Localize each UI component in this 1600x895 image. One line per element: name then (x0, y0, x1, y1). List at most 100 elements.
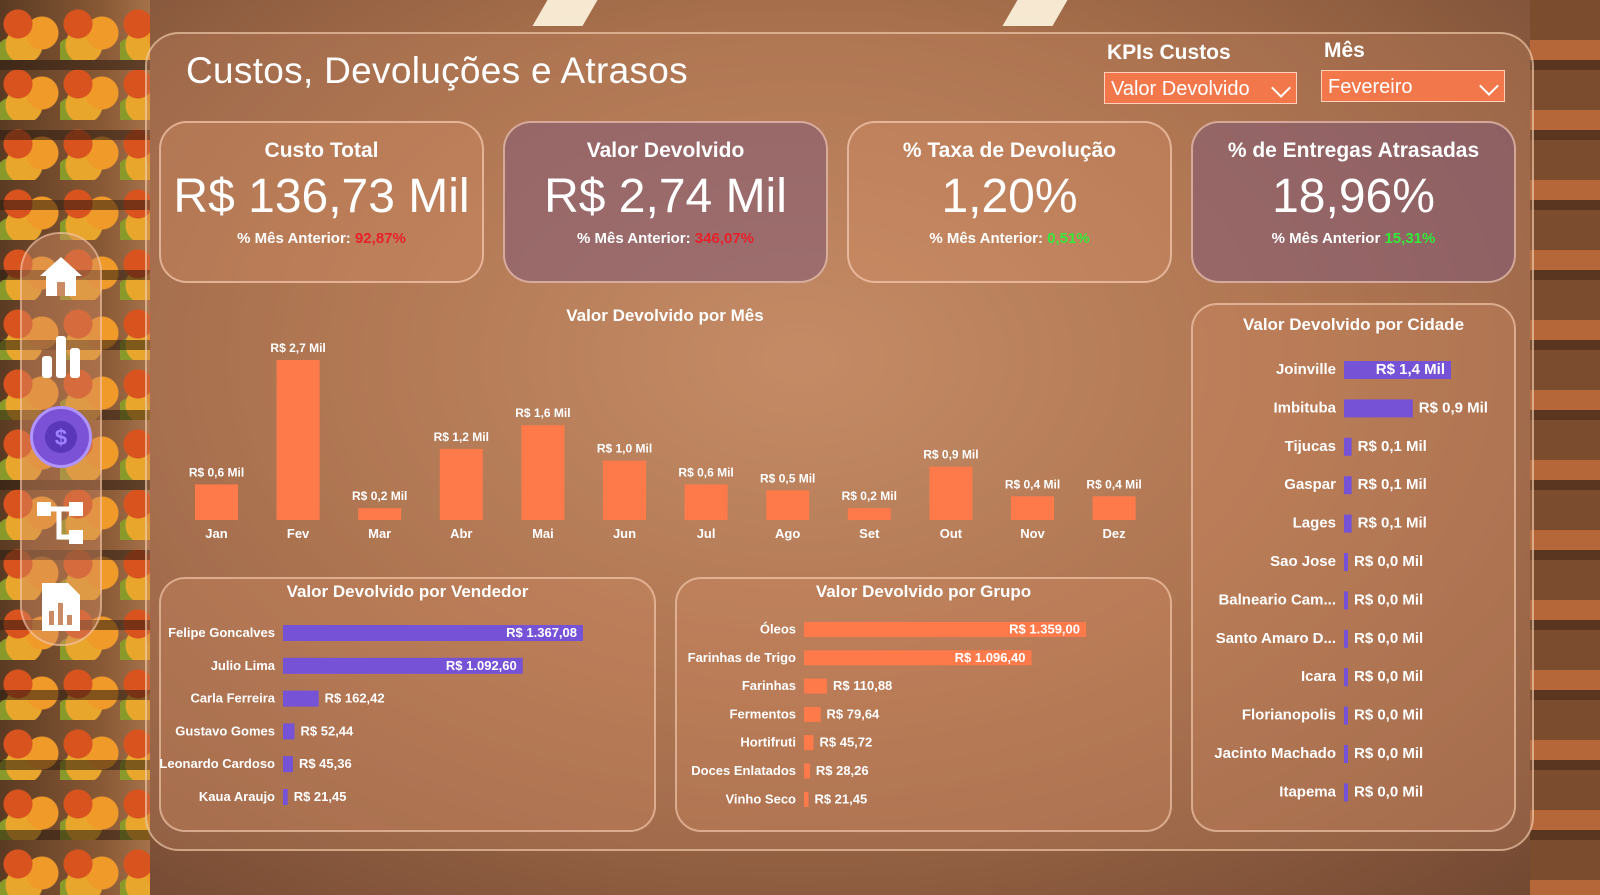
kpi-card-valor-devolvido: Valor Devolvido R$ 2,74 Mil % Mês Anteri… (503, 121, 828, 283)
bar (804, 791, 809, 807)
category-label: Gaspar (1284, 476, 1336, 493)
kpi-sub-value: 346,07% (694, 230, 755, 247)
kpi-sub-label: % Mês Anterior: (576, 230, 691, 247)
monthly-bar-chart: R$ 0,6 Mil Jan R$ 2,7 Mil Fev R$ 0,2 Mil Mar R… (189, 341, 1142, 541)
bar (804, 706, 821, 722)
kpi-card-taxa-devolucao: % Taxa de Devolução 1,20% % Mês Anterior… (847, 121, 1172, 283)
value-label: R$ 0,0 Mil (1354, 553, 1423, 570)
kpi-title: Valor Devolvido (586, 139, 745, 162)
kpi-title: Custo Total (264, 139, 379, 162)
kpi-card-custo-total: Custo Total R$ 136,73 Mil % Mês Anterior… (159, 121, 484, 283)
kpi-sub-value: 15,31% (1384, 230, 1436, 247)
cidade-chart-box (1191, 303, 1516, 832)
bar (283, 789, 288, 805)
value-label: R$ 0,1 Mil (1358, 515, 1427, 532)
vendedor-chart-title: Valor Devolvido por Vendedor (286, 582, 529, 601)
kpi-value: 18,96% (1272, 170, 1435, 223)
mes-slicer-value: Fevereiro (1328, 76, 1413, 98)
bar (804, 735, 814, 751)
category-label: Carla Ferreira (190, 691, 275, 706)
kpi-slicer-dropdown[interactable]: Valor Devolvido (1104, 72, 1297, 104)
vendedor-chart-box (159, 577, 656, 832)
month-tick-label: Out (940, 526, 963, 541)
bar (1344, 783, 1348, 802)
category-label: Fermentos (730, 706, 796, 721)
grupo-chart-title: Valor Devolvido por Grupo (815, 582, 1032, 601)
month-tick-label: Set (859, 526, 880, 541)
value-label: R$ 28,26 (816, 763, 869, 778)
value-label: R$ 0,0 Mil (1354, 745, 1423, 762)
chevron-down-icon[interactable] (1271, 78, 1291, 98)
month-tick-label: Jan (205, 526, 227, 541)
cidade-bar-chart: Joinville R$ 1,4 Mil Imbituba R$ 0,9 Mil Tij… (1214, 361, 1488, 802)
month-bar (1011, 496, 1054, 520)
month-bar (1092, 496, 1136, 520)
kpi-card-entregas-atrasadas: % de Entregas Atrasadas 18,96% % Mês Ant… (1191, 121, 1516, 283)
bar (283, 690, 319, 707)
category-label: Farinhas (742, 678, 796, 693)
kpi-title: % Taxa de Devolução (902, 139, 1117, 162)
category-label: Farinhas de Trigo (688, 650, 796, 665)
category-label: Kaua Araujo (199, 789, 275, 804)
month-value-label: R$ 0,2 Mil (352, 489, 407, 503)
value-label: R$ 0,0 Mil (1354, 668, 1423, 685)
kpi-sub-value: 0,51% (1047, 230, 1090, 247)
category-label: Julio Lima (211, 658, 276, 673)
kpi-value: R$ 2,74 Mil (544, 170, 787, 223)
value-label: R$ 45,36 (299, 756, 352, 771)
bar (1344, 476, 1352, 495)
bar (1344, 745, 1348, 763)
navigation-bar: $ (20, 232, 102, 646)
value-label: R$ 110,88 (833, 678, 892, 693)
background-shelves-right (1530, 0, 1600, 895)
category-label: Doces Enlatados (691, 763, 796, 778)
month-tick-label: Jun (613, 526, 636, 541)
ceiling-light (1002, 0, 1068, 26)
month-bar (766, 490, 810, 520)
kpi-slicer-label: KPIs Custos (1107, 41, 1231, 64)
bar (1344, 706, 1348, 725)
mes-slicer-dropdown[interactable]: Fevereiro (1321, 70, 1505, 102)
bar (1344, 514, 1352, 533)
value-label: R$ 1.359,00 (1009, 622, 1080, 637)
dollar-icon[interactable]: $ (30, 406, 92, 468)
value-label: R$ 1.367,08 (506, 625, 577, 640)
bar (804, 650, 1032, 666)
category-label: Sao Jose (1270, 553, 1336, 570)
kpi-title: % de Entregas Atrasadas (1227, 139, 1480, 162)
value-label: R$ 79,64 (827, 706, 881, 721)
month-tick-label: Fev (287, 526, 310, 541)
category-label: Leonardo Cardoso (160, 756, 275, 771)
kpi-value: R$ 136,73 Mil (173, 170, 470, 223)
bar-chart-icon[interactable] (30, 326, 92, 388)
hierarchy-icon[interactable] (30, 492, 92, 554)
category-label: Jacinto Machado (1214, 745, 1336, 762)
bar (1344, 553, 1348, 571)
kpi-sub-label: % Mês Anterior: (237, 230, 351, 247)
month-tick-label: Ago (775, 526, 800, 541)
month-value-label: R$ 1,2 Mil (434, 430, 489, 444)
chevron-down-icon[interactable] (1479, 76, 1499, 96)
monthly-chart-title: Valor Devolvido por Mês (566, 306, 764, 325)
bar (1344, 399, 1413, 418)
month-tick-label: Abr (450, 526, 472, 541)
month-value-label: R$ 0,6 Mil (189, 465, 244, 479)
month-bar (929, 466, 973, 520)
month-tick-label: Nov (1020, 526, 1045, 541)
value-label: R$ 1,4 Mil (1376, 361, 1445, 378)
report-icon[interactable] (30, 576, 92, 638)
bar (1344, 629, 1348, 648)
month-tick-label: Mai (532, 526, 554, 541)
month-value-label: R$ 0,6 Mil (678, 465, 733, 479)
category-label: Joinville (1276, 361, 1336, 378)
value-label: R$ 162,42 (325, 691, 385, 706)
value-label: R$ 0,1 Mil (1358, 438, 1427, 455)
month-value-label: R$ 0,4 Mil (1005, 477, 1060, 491)
category-label: Óleos (760, 622, 796, 637)
month-tick-label: Dez (1103, 526, 1127, 541)
home-icon[interactable] (30, 246, 92, 308)
category-label: Imbituba (1274, 399, 1337, 416)
category-label: Gustavo Gomes (175, 723, 275, 738)
svg-text:$: $ (55, 425, 67, 450)
category-label: Vinho Seco (725, 791, 796, 806)
